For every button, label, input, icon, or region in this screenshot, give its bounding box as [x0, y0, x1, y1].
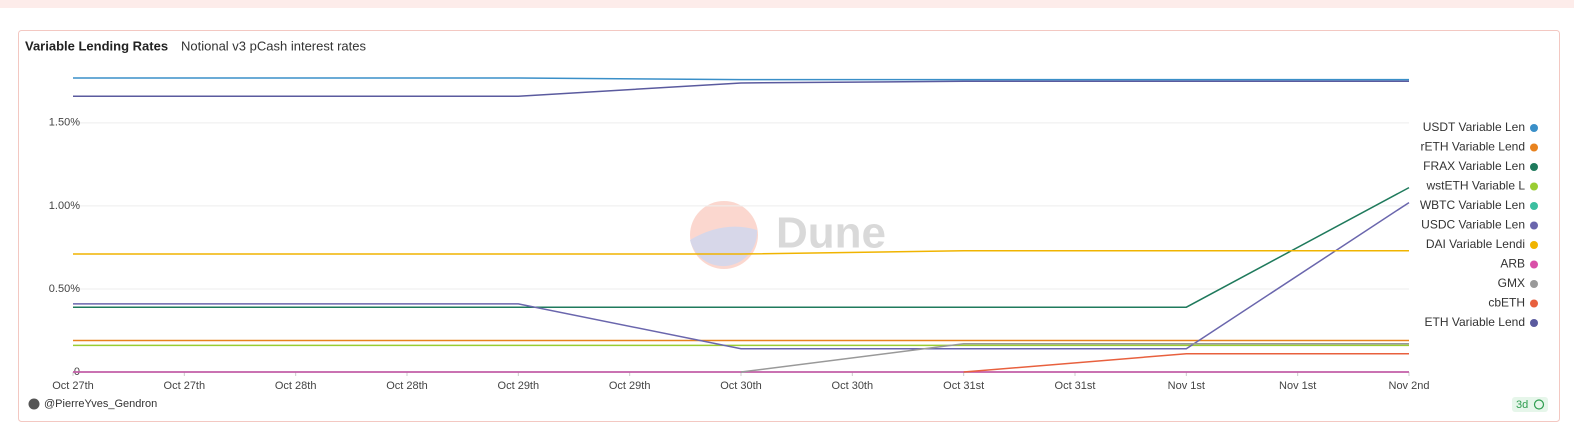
author-avatar — [28, 398, 40, 410]
series-line — [73, 77, 1409, 81]
series-line — [73, 201, 1410, 350]
top-band — [0, 0, 1574, 8]
x-tick-label: Nov 1st — [1279, 380, 1316, 392]
legend-swatch — [1530, 260, 1538, 269]
legend-label: ETH Variable Lend — [1425, 315, 1526, 329]
badge: 3d — [1516, 399, 1528, 411]
x-tick-label: Oct 27th — [52, 380, 94, 392]
badge-bg — [1512, 397, 1548, 412]
legend-swatch — [1530, 182, 1538, 191]
series-line — [73, 249, 1409, 255]
watermark-text: Dune — [776, 209, 886, 258]
legend-swatch — [1530, 241, 1538, 249]
legend-swatch — [1530, 143, 1538, 152]
series-line — [740, 343, 1409, 373]
badge-icon — [1533, 399, 1545, 410]
y-tick-label: 0.50% — [49, 283, 80, 295]
x-tick-label: Oct 31st — [1055, 380, 1096, 392]
x-tick-label: Oct 31st — [943, 380, 984, 392]
legend-swatch — [1530, 221, 1538, 230]
x-tick-label: Oct 29th — [609, 380, 651, 392]
watermark: Dune — [690, 201, 886, 269]
legend-label: USDC Variable Len — [1421, 218, 1525, 232]
legend-label: ARB — [1500, 257, 1525, 271]
legend-label: GMX — [1498, 276, 1525, 290]
legend-swatch — [1530, 280, 1538, 288]
legend-label: USDT Variable Len — [1423, 120, 1525, 134]
series-line — [73, 186, 1410, 308]
x-tick-label: Nov 2nd — [1389, 380, 1430, 392]
y-tick-label: 1.00% — [49, 200, 80, 212]
chart-title: Variable Lending Rates — [25, 38, 168, 53]
x-tick-label: Oct 28th — [386, 380, 428, 392]
watermark-logo-part — [690, 226, 758, 267]
legend-swatch — [1530, 319, 1538, 327]
legend-swatch — [1530, 299, 1538, 308]
legend-swatch — [1530, 124, 1538, 132]
y-tick-label: 1.50% — [49, 117, 80, 129]
legend-label: wstETH Variable L — [1426, 179, 1526, 193]
x-tick-label: Oct 29th — [498, 380, 540, 392]
legend-swatch — [1530, 202, 1538, 210]
x-tick-label: Oct 28th — [275, 380, 317, 392]
x-tick-label: Oct 27th — [164, 380, 206, 392]
legend-swatch — [1530, 163, 1538, 171]
x-tick-label: Oct 30th — [832, 380, 874, 392]
legend-label: FRAX Variable Len — [1423, 159, 1525, 173]
legend-label: cbETH — [1488, 296, 1525, 310]
series-line — [963, 352, 1409, 373]
chart-subtitle: Notional v3 pCash interest rates — [181, 38, 366, 53]
legend-label: rETH Variable Lend — [1421, 140, 1526, 154]
legend-label: WBTC Variable Len — [1420, 198, 1525, 212]
legend-label: DAI Variable Lendi — [1426, 237, 1525, 251]
x-tick-label: Nov 1st — [1168, 380, 1205, 392]
author[interactable]: @PierreYves_Gendron — [44, 398, 157, 410]
x-tick-label: Oct 30th — [720, 380, 762, 392]
card — [18, 30, 1560, 422]
series-line — [73, 80, 1409, 98]
